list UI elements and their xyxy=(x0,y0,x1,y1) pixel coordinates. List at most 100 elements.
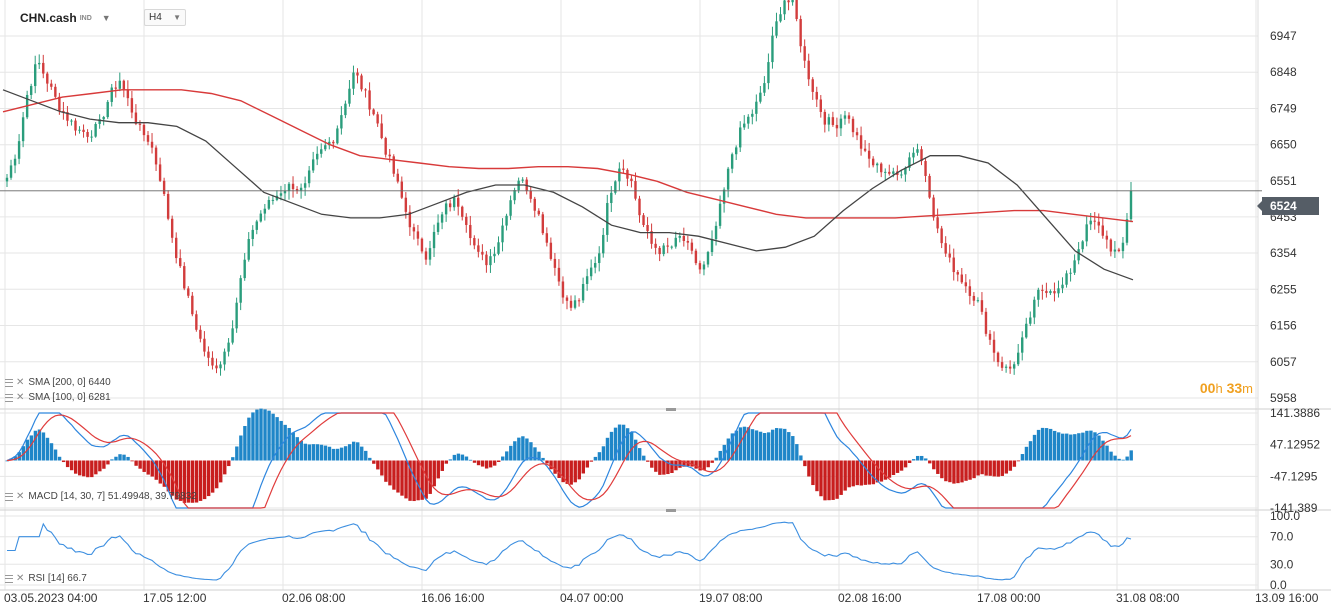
candle-body xyxy=(62,110,65,113)
symbol-selector[interactable]: CHN.cash IND ▼ xyxy=(20,10,111,26)
macd-hist-bar xyxy=(859,460,863,486)
macd-hist-bar xyxy=(638,448,642,461)
macd-hist-bar xyxy=(1040,427,1045,461)
macd-hist-bar xyxy=(1113,455,1117,461)
macd-hist-bar xyxy=(803,460,807,467)
macd-hist-bar xyxy=(758,431,763,461)
close-icon[interactable]: ✕ xyxy=(16,377,25,388)
macd-hist-bar xyxy=(283,424,287,461)
macd-hist-bar xyxy=(517,437,521,461)
sma200-line xyxy=(2,89,1134,223)
candle-body xyxy=(420,238,424,252)
macd-hist-bar xyxy=(468,459,473,461)
macd-hist-bar xyxy=(86,460,90,478)
candle-body xyxy=(706,252,710,265)
macd-hist-bar xyxy=(126,456,130,461)
candle-body xyxy=(811,79,814,92)
candle-body xyxy=(916,149,919,153)
candle-body xyxy=(356,72,359,76)
candle-body xyxy=(295,189,299,191)
candle-body xyxy=(175,237,178,259)
candle-body xyxy=(859,135,863,149)
macd-hist-bar xyxy=(480,460,485,467)
settings-lines-icon[interactable] xyxy=(5,393,13,402)
candle-body xyxy=(847,115,851,119)
macd-hist-bar xyxy=(545,460,549,464)
macd-hist-bar xyxy=(420,460,424,500)
macd-hist-bar xyxy=(166,460,171,492)
macd-hist-bar xyxy=(190,460,195,503)
macd-hist-bar xyxy=(138,460,142,469)
candle-body xyxy=(734,147,738,155)
candle-body xyxy=(473,238,476,246)
candle-body xyxy=(803,46,806,61)
candle-body xyxy=(166,193,170,219)
candle-body xyxy=(501,225,504,243)
candle-body xyxy=(497,242,500,254)
macd-label: MACD [14, 30, 7] 51.49948, 39.79832 xyxy=(28,491,197,502)
legend-sma200[interactable]: ✕ SMA [200, 0] 6440 xyxy=(5,377,111,388)
close-icon[interactable]: ✕ xyxy=(16,573,25,584)
candle-body xyxy=(743,123,746,128)
macd-hist-bar xyxy=(1105,445,1109,461)
legend-rsi[interactable]: ✕ RSI [14] 66.7 xyxy=(5,573,87,584)
macd-hist-bar xyxy=(49,443,54,461)
candle-body xyxy=(996,352,1000,363)
macd-hist-bar xyxy=(726,438,731,461)
macd-hist-bar xyxy=(239,435,243,461)
candle-body xyxy=(642,215,645,226)
candle-body xyxy=(5,177,9,182)
candle-body xyxy=(360,75,363,90)
macd-tick-label: -47.1295 xyxy=(1270,469,1318,483)
candle-body xyxy=(17,141,21,159)
candle-body xyxy=(944,243,947,254)
legend-macd[interactable]: ✕ MACD [14, 30, 7] 51.49948, 39.79832 xyxy=(5,491,197,502)
macd-hist-bar xyxy=(235,446,239,461)
candle-body xyxy=(855,132,859,136)
chevron-down-icon[interactable]: ▼ xyxy=(101,13,111,23)
candle-body xyxy=(835,124,839,129)
macd-hist-bar xyxy=(343,446,348,461)
macd-hist-bar xyxy=(1012,460,1017,467)
candle-body xyxy=(384,138,387,155)
settings-lines-icon[interactable] xyxy=(5,574,13,583)
candle-body xyxy=(795,0,798,20)
legend-sma100[interactable]: ✕ SMA [100, 0] 6281 xyxy=(5,392,111,403)
macd-hist-bar xyxy=(476,460,481,466)
timeframe-selector[interactable]: H4 ▼ xyxy=(144,9,186,26)
macd-hist-bar xyxy=(968,460,972,480)
candle-body xyxy=(1085,224,1088,242)
settings-lines-icon[interactable] xyxy=(5,378,13,387)
macd-hist-bar xyxy=(976,460,980,476)
candle-body xyxy=(928,175,931,198)
macd-hist-bar xyxy=(746,427,751,461)
macd-hist-bar xyxy=(150,460,154,477)
candle-body xyxy=(1012,364,1016,369)
settings-lines-icon[interactable] xyxy=(5,492,13,501)
candle-body xyxy=(739,127,742,148)
panel-resize-handle xyxy=(666,509,676,512)
macd-hist-bar xyxy=(130,460,134,462)
candle-body xyxy=(130,98,134,113)
candle-body xyxy=(553,258,557,268)
macd-hist-bar xyxy=(682,460,686,467)
macd-hist-bar xyxy=(799,455,803,461)
close-icon[interactable]: ✕ xyxy=(16,491,25,502)
candle-body xyxy=(912,152,915,158)
candle-body xyxy=(448,203,452,208)
macd-hist-bar xyxy=(738,427,743,461)
candle-body xyxy=(352,72,355,89)
candle-body xyxy=(122,80,126,90)
macd-hist-bar xyxy=(646,460,650,462)
candle-body xyxy=(54,86,57,97)
candle-body xyxy=(215,365,218,369)
macd-hist-bar xyxy=(492,460,497,466)
macd-hist-bar xyxy=(928,460,932,464)
time-tick-label: 17.08 00:00 xyxy=(977,591,1041,605)
macd-hist-bar xyxy=(392,460,396,490)
macd-hist-bar xyxy=(267,410,271,461)
macd-hist-bar xyxy=(787,432,791,461)
close-icon[interactable]: ✕ xyxy=(16,392,25,403)
candle-body xyxy=(1008,366,1012,369)
